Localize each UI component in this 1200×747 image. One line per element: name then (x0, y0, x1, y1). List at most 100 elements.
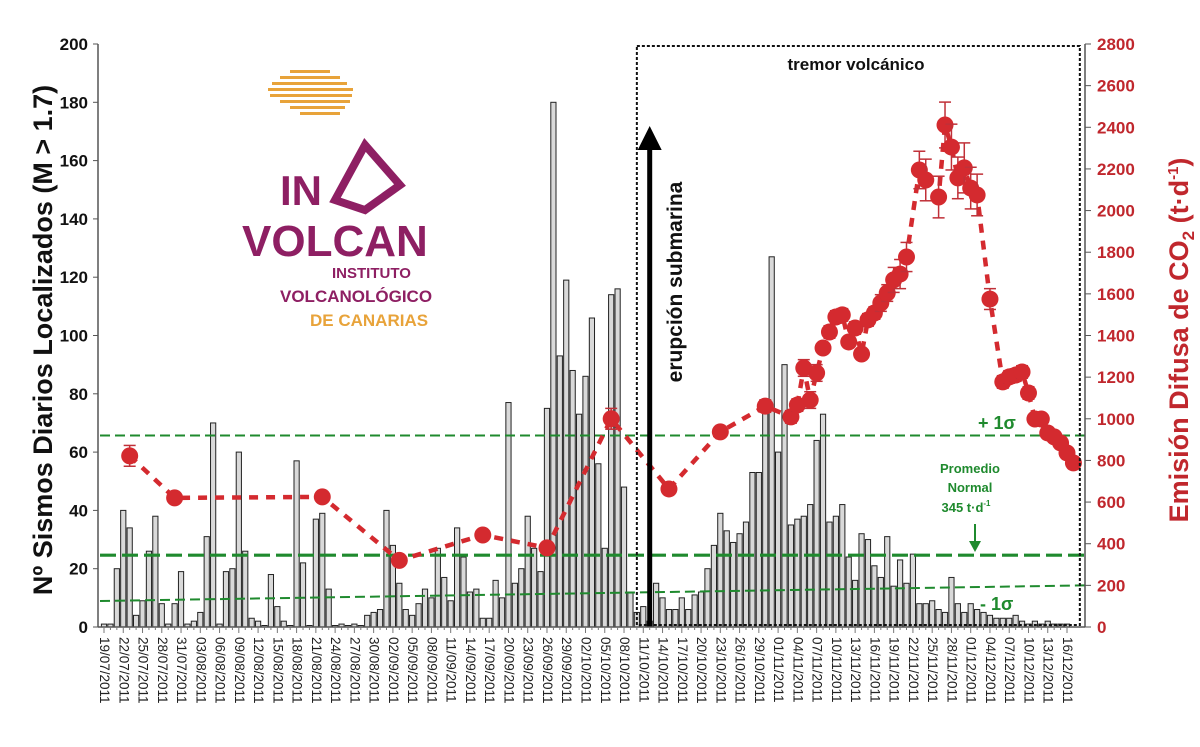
x-tick-label: 07/12/2011 (1002, 637, 1017, 704)
x-tick-label: 02/09/2011 (386, 637, 401, 704)
mean-label-value: 345 t·d-1 (941, 499, 991, 515)
earthquake-bar (479, 617, 486, 628)
earthquake-bar (794, 518, 801, 628)
earthquake-bar (563, 279, 570, 628)
earthquake-bar (428, 597, 435, 628)
x-tick-label: 19/11/2011 (887, 637, 902, 703)
co2-point (1064, 454, 1082, 472)
earthquake-bar (229, 568, 236, 628)
co2-point (968, 186, 986, 204)
x-tick-label: 23/10/2011 (713, 637, 728, 704)
mean-value-sup: -1 (983, 499, 991, 508)
co2-point (808, 364, 826, 382)
co2-series (121, 101, 1082, 569)
y-left-tick-label: 100 (60, 327, 88, 346)
earthquake-bar (871, 565, 878, 628)
x-tick-label: 13/11/2011 (848, 637, 863, 703)
earthquake-bar (133, 614, 140, 628)
y-left-tick-label: 40 (69, 501, 88, 520)
earthquake-bar (916, 603, 923, 628)
earthquake-bar (145, 550, 153, 628)
earthquake-bar (826, 521, 833, 628)
co2-point (1032, 410, 1050, 428)
y-right-tick-label: 2600 (1097, 77, 1135, 96)
earthquake-bar (691, 594, 698, 628)
y-axis-right-title-sup: -1 (1165, 167, 1182, 180)
earthquake-bar (704, 568, 711, 628)
involcan-logo: IN VOLCAN INSTITUTO VOLCANOLÓGICO DE CAN… (242, 70, 432, 330)
y-axis-right-title-unit: (t·d (1164, 180, 1194, 231)
x-tick-label: 02/10/2011 (579, 637, 594, 704)
x-tick-label: 05/09/2011 (405, 637, 420, 704)
x-tick-label: 16/12/2011 (1060, 637, 1075, 704)
earthquake-bar (492, 579, 499, 628)
earthquake-bar (171, 603, 178, 628)
earthquake-bar (884, 536, 891, 628)
earthquake-bar (896, 559, 904, 628)
earthquake-bar (723, 530, 730, 628)
co2-point (756, 397, 774, 415)
co2-point (833, 306, 851, 324)
x-tick-label: 22/07/2011 (116, 637, 131, 704)
earthquake-bar (640, 606, 647, 628)
y-left-tick-label: 0 (79, 618, 88, 637)
logo-waves (268, 70, 353, 115)
x-tick-label: 29/09/2011 (559, 637, 574, 704)
earthquake-bar (312, 518, 319, 628)
earthquake-bar (421, 588, 429, 628)
earthquake-bar (441, 576, 448, 628)
earthquake-bar (402, 609, 409, 628)
x-tick-label: 10/11/2011 (829, 637, 844, 703)
co2-point (602, 410, 620, 428)
earthquake-bar (511, 582, 518, 628)
earthquake-bar (396, 582, 403, 628)
earthquake-bar (210, 422, 217, 628)
co2-point (840, 333, 858, 351)
x-tick-label: 04/11/2011 (790, 637, 805, 703)
x-tick-label: 14/10/2011 (656, 637, 671, 704)
earthquake-bar (710, 544, 717, 628)
co2-point (955, 159, 973, 177)
x-tick-label: 01/12/2011 (964, 637, 979, 704)
x-tick-label: 11/09/2011 (444, 637, 459, 703)
y-axis-right-title-sub: 2 (1179, 231, 1198, 240)
earthquake-bar (267, 574, 275, 628)
earthquake-bar (543, 407, 551, 628)
earthquake-bar (113, 568, 120, 628)
earthquake-bar (839, 504, 846, 628)
earthquake-bar (909, 553, 917, 628)
earthquake-bar (768, 256, 775, 628)
y-right-tick-label: 200 (1097, 576, 1125, 595)
earthquake-bar (781, 364, 788, 628)
earthquake-bar (832, 515, 839, 628)
earthquake-bar (434, 547, 441, 628)
earthquake-bar (736, 533, 743, 628)
y-left-tick-label: 140 (60, 210, 88, 229)
y-right-tick-label: 1800 (1097, 243, 1135, 262)
mean-label-line1: Promedio (940, 461, 1000, 476)
tremor-period-box (635, 45, 1081, 626)
co2-point (853, 345, 871, 363)
earthquake-bar (864, 539, 872, 628)
co2-point (942, 138, 960, 156)
earthquake-bar (787, 524, 795, 628)
co2-point (917, 171, 935, 189)
earthquake-bar (152, 515, 159, 628)
earthquake-bar (608, 294, 615, 628)
earthquake-bar (755, 472, 762, 628)
earthquake-bar (845, 556, 852, 628)
co2-point (390, 551, 408, 569)
earthquake-bar (762, 404, 769, 628)
earthquake-bar (120, 509, 127, 628)
mean-arrow-icon (969, 524, 981, 552)
x-tick-label: 17/09/2011 (482, 637, 497, 704)
earthquake-bar (742, 521, 750, 628)
earthquake-bar (524, 515, 531, 628)
logo-text-in: IN (280, 167, 322, 214)
y-right-tick-label: 800 (1097, 451, 1125, 470)
co2-point (121, 447, 139, 465)
x-tick-label: 31/07/2011 (174, 637, 189, 704)
logo-text-de-canarias: DE CANARIAS (310, 311, 428, 330)
earthquake-bar (717, 512, 724, 628)
earthquake-bar (299, 562, 307, 628)
